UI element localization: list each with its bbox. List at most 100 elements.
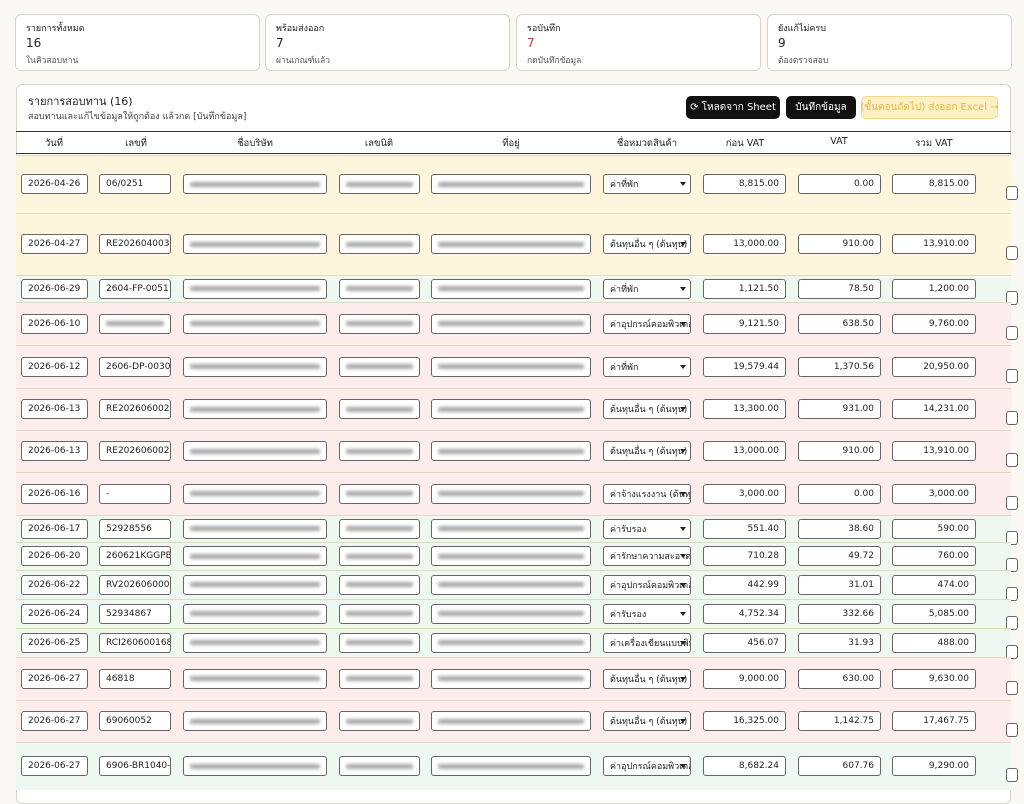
address-input[interactable]: [431, 668, 591, 689]
address-input[interactable]: [431, 711, 591, 731]
before-vat-input[interactable]: 8,815.00: [703, 174, 786, 194]
row-action[interactable]: [1006, 411, 1018, 425]
before-vat-input[interactable]: 710.28: [703, 546, 786, 566]
row-action[interactable]: [1006, 558, 1018, 572]
company-input[interactable]: [183, 756, 327, 776]
company-input[interactable]: [183, 668, 327, 689]
save-button[interactable]: บันทึกข้อมูล: [786, 96, 856, 119]
date-input[interactable]: 2026-04-27: [21, 234, 88, 254]
address-input[interactable]: [431, 546, 591, 566]
company-input[interactable]: [183, 399, 327, 419]
company-input[interactable]: [183, 711, 327, 731]
address-input[interactable]: [431, 399, 591, 419]
address-input[interactable]: [431, 603, 591, 624]
date-input[interactable]: 2026-06-12: [21, 356, 88, 377]
address-input[interactable]: [431, 483, 591, 504]
tax-input[interactable]: [339, 356, 420, 377]
total-input[interactable]: 590.00: [892, 518, 976, 539]
date-input[interactable]: 2026-06-13: [21, 441, 88, 461]
number-input[interactable]: 260621KGGPBK3: [99, 546, 171, 566]
vat-input[interactable]: 910.00: [798, 441, 881, 461]
date-input[interactable]: 2026-04-26: [21, 174, 88, 194]
address-input[interactable]: [431, 174, 591, 194]
vat-input[interactable]: 49.72: [798, 546, 881, 566]
vat-input[interactable]: 607.76: [798, 756, 881, 776]
date-input[interactable]: 2026-06-27: [21, 756, 88, 776]
date-input[interactable]: 2026-06-27: [21, 711, 88, 731]
tax-input[interactable]: [339, 668, 420, 689]
category-select[interactable]: ค่ารักษาความสะอาด: [603, 546, 691, 566]
company-input[interactable]: [183, 356, 327, 377]
address-input[interactable]: [431, 313, 591, 334]
row-action[interactable]: [1006, 325, 1018, 340]
category-select[interactable]: ค่าจ้างแรงงาน (ต้นทุน): [603, 483, 691, 504]
tax-input[interactable]: [339, 399, 420, 419]
category-select[interactable]: ต้นทุนอื่น ๆ (ต้นทุน): [603, 399, 691, 419]
category-select[interactable]: ค่าที่พัก: [603, 174, 691, 194]
vat-input[interactable]: 638.50: [798, 313, 881, 334]
tax-input[interactable]: [339, 518, 420, 539]
total-input[interactable]: 9,760.00: [892, 313, 976, 334]
vat-input[interactable]: 0.00: [798, 483, 881, 504]
row-action[interactable]: [1006, 768, 1018, 782]
total-input[interactable]: 20,950.00: [892, 356, 976, 377]
company-input[interactable]: [183, 632, 327, 653]
row-action[interactable]: [1006, 723, 1018, 737]
category-select[interactable]: ค่าอุปกรณ์คอมพิวเตอร์: [603, 756, 691, 776]
number-input[interactable]: RE2026060022: [99, 441, 171, 461]
total-input[interactable]: 9,630.00: [892, 668, 976, 689]
category-select[interactable]: ต้นทุนอื่น ๆ (ต้นทุน): [603, 441, 691, 461]
category-select[interactable]: ต้นทุนอื่น ๆ (ต้นทุน): [603, 234, 691, 254]
row-action[interactable]: [1006, 495, 1018, 510]
category-select[interactable]: ค่ารับรอง: [603, 518, 691, 539]
address-input[interactable]: [431, 278, 591, 299]
vat-input[interactable]: 78.50: [798, 278, 881, 299]
vat-input[interactable]: 31.01: [798, 574, 881, 595]
total-input[interactable]: 1,200.00: [892, 278, 976, 299]
row-action[interactable]: [1006, 453, 1018, 467]
total-input[interactable]: 14,231.00: [892, 399, 976, 419]
number-input[interactable]: RV202606000020: [99, 574, 171, 595]
date-input[interactable]: 2026-06-16: [21, 483, 88, 504]
total-input[interactable]: 17,467.75: [892, 711, 976, 731]
address-input[interactable]: [431, 441, 591, 461]
before-vat-input[interactable]: 13,000.00: [703, 234, 786, 254]
vat-input[interactable]: 31.93: [798, 632, 881, 653]
tax-input[interactable]: [339, 603, 420, 624]
company-input[interactable]: [183, 174, 327, 194]
date-input[interactable]: 2026-06-29: [21, 278, 88, 299]
category-select[interactable]: ค่าที่พัก: [603, 278, 691, 299]
address-input[interactable]: [431, 632, 591, 653]
row-action[interactable]: [1006, 680, 1018, 695]
company-input[interactable]: [183, 603, 327, 624]
category-select[interactable]: ค่ารับรอง: [603, 603, 691, 624]
date-input[interactable]: 2026-06-20: [21, 546, 88, 566]
total-input[interactable]: 760.00: [892, 546, 976, 566]
total-input[interactable]: 5,085.00: [892, 603, 976, 624]
number-input[interactable]: 46818: [99, 668, 171, 689]
total-input[interactable]: 474.00: [892, 574, 976, 595]
row-action[interactable]: [1006, 586, 1018, 601]
address-input[interactable]: [431, 234, 591, 254]
date-input[interactable]: 2026-06-22: [21, 574, 88, 595]
vat-input[interactable]: 910.00: [798, 234, 881, 254]
before-vat-input[interactable]: 9,000.00: [703, 668, 786, 689]
row-action[interactable]: [1006, 246, 1018, 260]
number-input[interactable]: RE2026040032: [99, 234, 171, 254]
before-vat-input[interactable]: 551.40: [703, 518, 786, 539]
number-input[interactable]: 2606-DP-003048: [99, 356, 171, 377]
total-input[interactable]: 488.00: [892, 632, 976, 653]
vat-input[interactable]: 1,370.56: [798, 356, 881, 377]
before-vat-input[interactable]: 8,682.24: [703, 756, 786, 776]
address-input[interactable]: [431, 574, 591, 595]
reload-button[interactable]: ⟳ โหลดจาก Sheet: [686, 96, 780, 119]
date-input[interactable]: 2026-06-13: [21, 399, 88, 419]
category-select[interactable]: ต้นทุนอื่น ๆ (ต้นทุน): [603, 668, 691, 689]
number-input[interactable]: 69060052: [99, 711, 171, 731]
before-vat-input[interactable]: 456.07: [703, 632, 786, 653]
category-select[interactable]: ค่าอุปกรณ์คอมพิวเตอร์: [603, 574, 691, 595]
tax-input[interactable]: [339, 441, 420, 461]
company-input[interactable]: [183, 574, 327, 595]
tax-input[interactable]: [339, 574, 420, 595]
before-vat-input[interactable]: 9,121.50: [703, 313, 786, 334]
